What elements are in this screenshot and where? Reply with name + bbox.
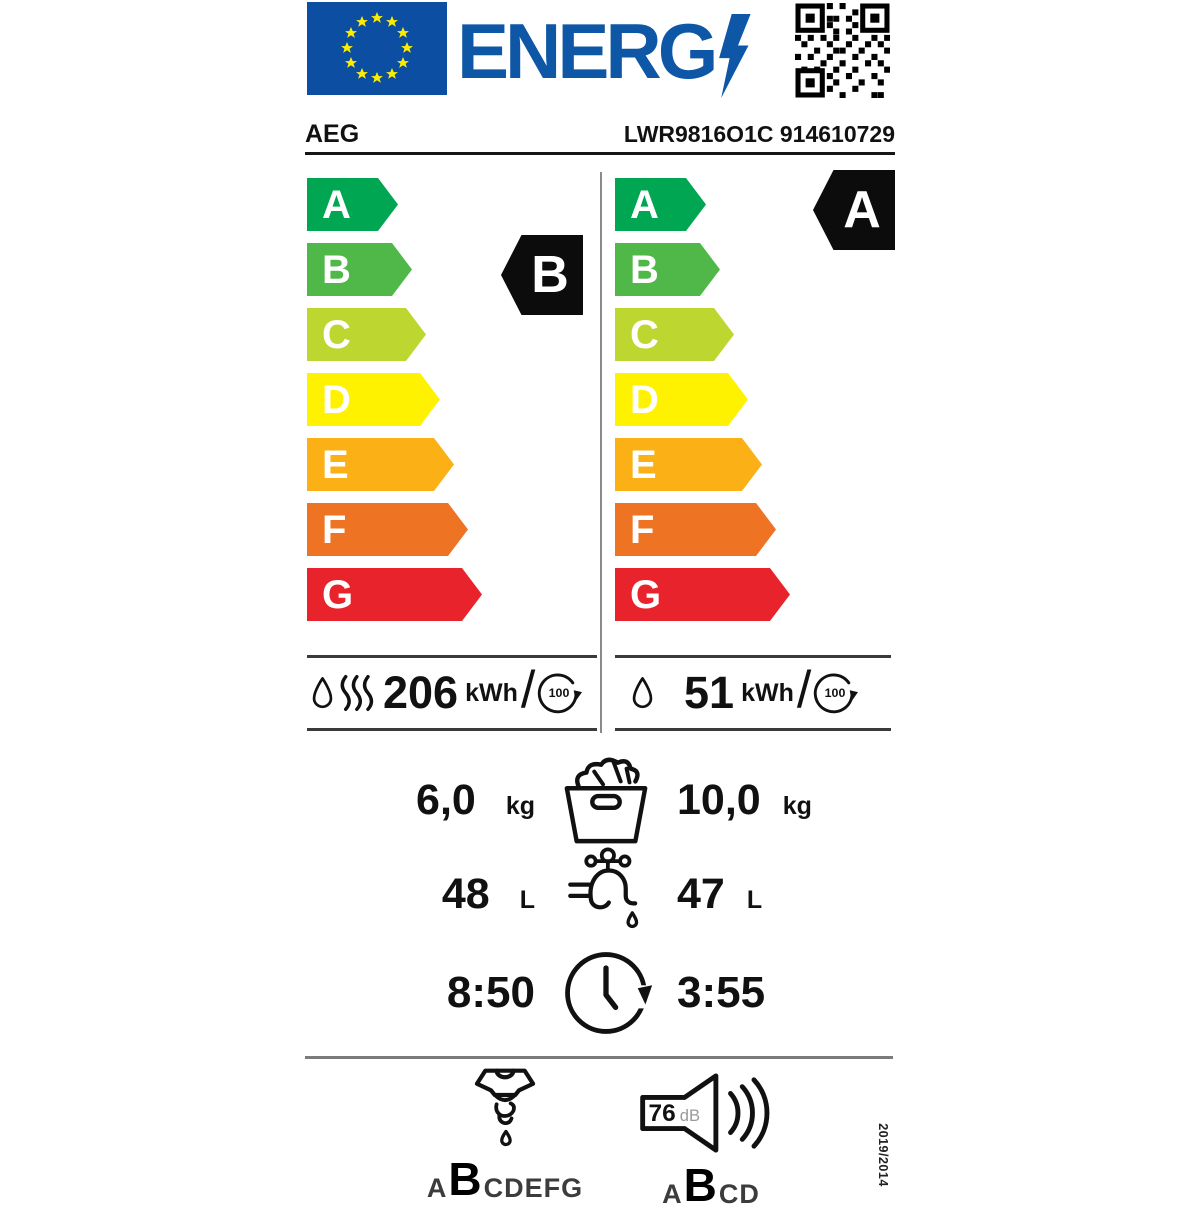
scale-letter-current: B bbox=[448, 1153, 483, 1205]
bottom-section-divider bbox=[305, 1056, 893, 1059]
noise-speaker-icon: 76 dB bbox=[640, 1073, 770, 1153]
per-100-cycles-icon: 100 bbox=[538, 673, 583, 714]
water-left-unit: L bbox=[519, 885, 535, 914]
water-right-unit: L bbox=[746, 885, 763, 914]
scale-letter: E bbox=[524, 1173, 544, 1203]
scale-letter-current: B bbox=[683, 1159, 718, 1211]
arrow-A: A bbox=[615, 178, 706, 231]
energy-unit-right: kWh bbox=[741, 678, 794, 707]
arrow-E: E bbox=[615, 438, 762, 491]
qr-code bbox=[795, 3, 891, 99]
arrow-F: F bbox=[307, 503, 468, 556]
duration-left-value: 8:50 bbox=[446, 968, 535, 1017]
per-separator: / bbox=[796, 661, 812, 719]
laundry-basket-icon bbox=[564, 757, 648, 844]
scale-letter: C bbox=[483, 1173, 505, 1203]
arrow-B: B bbox=[307, 243, 412, 296]
scale-letter: A bbox=[662, 1179, 683, 1209]
header-divider bbox=[305, 152, 895, 155]
capacity-row: 6,0 kg 10,0 kg bbox=[305, 752, 895, 848]
column-divider bbox=[600, 172, 602, 733]
arrow-D: D bbox=[615, 373, 748, 426]
capacity-left-unit: kg bbox=[505, 791, 535, 820]
arrow-C: C bbox=[615, 308, 734, 361]
capacity-left-value: 6,0 bbox=[416, 775, 476, 824]
cycles-count: 100 bbox=[825, 686, 846, 700]
water-row: 48 L 47 L bbox=[305, 847, 895, 938]
energy-unit-left: kWh bbox=[465, 678, 518, 707]
energy-value-right: 51 bbox=[684, 667, 735, 718]
water-left-value: 48 bbox=[441, 869, 490, 918]
scale-letter: D bbox=[504, 1173, 525, 1203]
arrow-F: F bbox=[615, 503, 776, 556]
water-right-value: 47 bbox=[677, 869, 725, 918]
energ-logo-text: ENERG bbox=[457, 7, 718, 95]
heat-waves-icon bbox=[340, 675, 374, 711]
scale-letter: D bbox=[739, 1179, 760, 1209]
duration-right-value: 3:55 bbox=[677, 968, 766, 1017]
water-drop-icon bbox=[632, 677, 653, 709]
energy-label: ENERG AEG LWR9816O1C 914610729 A B C D E… bbox=[303, 0, 897, 1208]
arrow-B: B bbox=[615, 243, 720, 296]
energy-consumption-washing-cycle: 51 kWh / 100 bbox=[615, 655, 891, 731]
scale-letter: G bbox=[561, 1173, 584, 1203]
arrow-D: D bbox=[307, 373, 440, 426]
spin-drying-icon bbox=[474, 1068, 536, 1147]
noise-level-unit: dB bbox=[680, 1106, 700, 1125]
arrow-A: A bbox=[307, 178, 398, 231]
regulation-reference: 2019/2014 bbox=[876, 1123, 890, 1187]
scale-letter: F bbox=[543, 1173, 562, 1203]
arrow-G: G bbox=[615, 568, 790, 621]
clock-icon bbox=[565, 952, 656, 1034]
per-100-cycles-icon: 100 bbox=[814, 673, 859, 714]
cycles-count: 100 bbox=[549, 686, 570, 700]
energ-logo: ENERG bbox=[457, 8, 760, 98]
rating-badge-left: B bbox=[501, 235, 583, 315]
water-tap-icon bbox=[568, 847, 639, 929]
rating-badge-right: A bbox=[813, 170, 895, 250]
arrow-C: C bbox=[307, 308, 426, 361]
scale-letter: C bbox=[718, 1179, 740, 1209]
model-identifier: LWR9816O1C 914610729 bbox=[623, 121, 895, 147]
scale-letter: A bbox=[426, 1173, 448, 1203]
energy-consumption-complete-cycle: 206 kWh / 100 bbox=[307, 655, 597, 731]
per-separator: / bbox=[520, 661, 536, 719]
duration-row: 8:50 3:55 bbox=[305, 938, 895, 1048]
capacity-right-unit: kg bbox=[782, 791, 812, 820]
lightning-bolt-icon bbox=[719, 14, 751, 98]
noise-level-value: 76 bbox=[649, 1100, 676, 1127]
eu-flag bbox=[307, 2, 447, 100]
arrow-G: G bbox=[307, 568, 482, 621]
water-drop-icon bbox=[312, 677, 333, 709]
capacity-right-value: 10,0 bbox=[677, 775, 761, 824]
supplier-name: AEG bbox=[305, 120, 360, 148]
energy-value-left: 206 bbox=[383, 667, 459, 718]
arrow-E: E bbox=[307, 438, 454, 491]
